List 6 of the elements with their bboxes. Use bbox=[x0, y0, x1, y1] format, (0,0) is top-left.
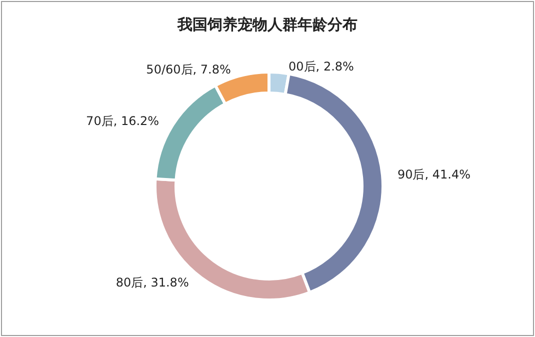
slice-label: 00后, 2.8% bbox=[288, 59, 354, 74]
slice-label: 70后, 16.2% bbox=[86, 114, 160, 128]
slice-label: 90后, 41.4% bbox=[397, 168, 470, 182]
slice-label: 50/60后, 7.8% bbox=[146, 62, 231, 77]
chart-title: 我国饲养宠物人群年龄分布 bbox=[176, 16, 358, 34]
slice-label: 80后, 31.8% bbox=[116, 276, 189, 290]
